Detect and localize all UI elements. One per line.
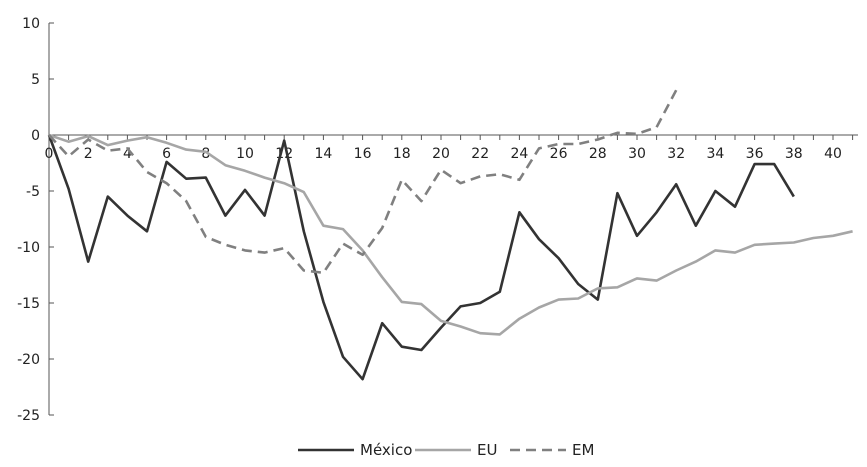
x-tick-label: 4: [123, 146, 132, 162]
x-tick-label: 6: [162, 146, 171, 162]
x-tick-label: 2: [84, 146, 93, 162]
x-tick-label: 16: [354, 146, 372, 162]
legend-label: EU: [477, 441, 497, 459]
x-tick-label: 10: [236, 146, 254, 162]
y-tick-label: 10: [22, 16, 40, 32]
y-tick-label: -25: [17, 408, 40, 424]
x-tick-label: 40: [824, 146, 842, 162]
y-tick-label: -5: [26, 184, 40, 200]
chart-legend: México EU EM: [298, 441, 594, 459]
x-tick-label: 24: [510, 146, 528, 162]
x-tick-label: 22: [471, 146, 489, 162]
x-tick-label: 34: [706, 146, 724, 162]
x-tick-label: 20: [432, 146, 450, 162]
x-tick-label: 32: [667, 146, 685, 162]
x-tick-label: 38: [785, 146, 803, 162]
series-line-eu: [48, 133, 853, 336]
y-tick-label: 5: [31, 72, 40, 88]
series-line-m-xico: [47, 134, 795, 381]
x-tick-label: 0: [45, 146, 54, 162]
x-tick-label: 28: [589, 146, 607, 162]
y-tick-label: -10: [17, 240, 40, 256]
x-tick-label: 26: [550, 146, 568, 162]
x-tick-label: 14: [314, 146, 332, 162]
x-tick-label: 18: [393, 146, 411, 162]
x-tick-label: 30: [628, 146, 646, 162]
chart-series-layer: [47, 89, 853, 381]
legend-label: México: [360, 441, 412, 459]
y-tick-label: -20: [17, 352, 40, 368]
x-tick-label: 8: [201, 146, 210, 162]
legend-label: EM: [572, 441, 594, 459]
y-tick-label: 0: [31, 128, 40, 144]
x-tick-label: 36: [746, 146, 764, 162]
y-tick-label: -15: [17, 296, 40, 312]
series-line-em: [48, 89, 678, 275]
